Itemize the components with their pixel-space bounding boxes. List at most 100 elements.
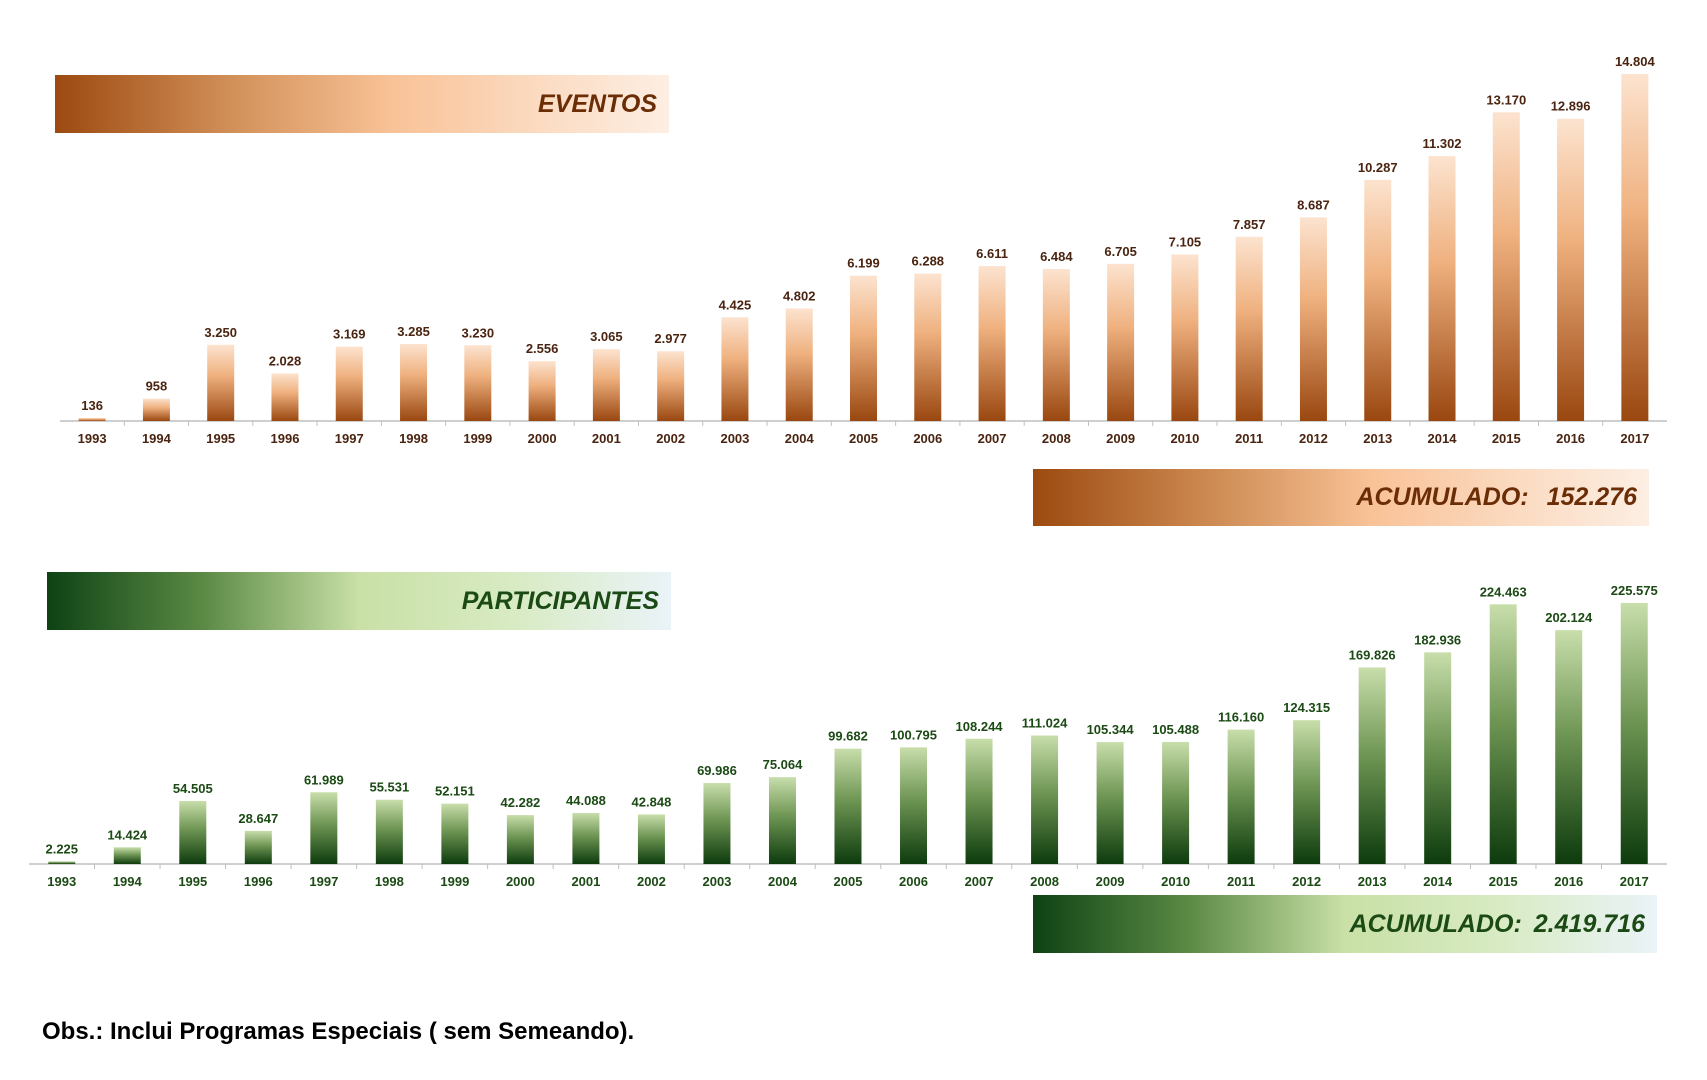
eventos-tick-label-1996: 1996 <box>271 431 300 446</box>
participantes-value-label-2013: 169.826 <box>1349 648 1396 663</box>
eventos-value-label-1999: 3.230 <box>462 325 495 340</box>
eventos-tick-label-2009: 2009 <box>1106 431 1135 446</box>
eventos-value-label-2007: 6.611 <box>976 246 1008 261</box>
participantes-bar-1999 <box>441 803 469 864</box>
eventos-value-label-2013: 10.287 <box>1358 160 1398 175</box>
participantes-tick-label-2003: 2003 <box>702 874 731 889</box>
participantes-bar-2011 <box>1227 729 1255 864</box>
participantes-tick-label-2014: 2014 <box>1423 874 1453 889</box>
eventos-bar-2002 <box>657 351 685 421</box>
eventos-bar-1998 <box>400 344 428 421</box>
eventos-accumulated-value: 152.276 <box>1546 483 1637 511</box>
eventos-value-label-2012: 8.687 <box>1297 197 1330 212</box>
participantes-value-label-2012: 124.315 <box>1283 700 1330 715</box>
participantes-bar-2005 <box>834 748 862 864</box>
participantes-value-label-1997: 61.989 <box>304 772 344 787</box>
participantes-tick-label-1995: 1995 <box>178 874 207 889</box>
participantes-value-label-1998: 55.531 <box>369 780 409 795</box>
eventos-value-label-2009: 6.705 <box>1104 244 1137 259</box>
participantes-bar-2009 <box>1096 742 1124 864</box>
eventos-value-label-2002: 2.977 <box>654 331 687 346</box>
participantes-value-label-2003: 69.986 <box>697 763 737 778</box>
eventos-accumulated-label: ACUMULADO: <box>1356 483 1529 511</box>
eventos-bar-1996 <box>271 373 299 421</box>
eventos-value-label-1997: 3.169 <box>333 327 366 342</box>
participantes-bar-2014 <box>1424 652 1452 864</box>
eventos-value-label-2008: 6.484 <box>1040 249 1073 264</box>
participantes-tick-label-2001: 2001 <box>571 874 600 889</box>
eventos-tick-label-2006: 2006 <box>913 431 942 446</box>
eventos-tick-label-2004: 2004 <box>785 431 815 446</box>
participantes-bar-2008 <box>1031 735 1059 864</box>
participantes-bar-2006 <box>900 747 928 864</box>
eventos-value-label-2001: 3.065 <box>590 329 623 344</box>
eventos-value-label-2010: 7.105 <box>1169 234 1202 249</box>
participantes-value-label-2015: 224.463 <box>1480 584 1527 599</box>
participantes-value-label-1999: 52.151 <box>435 784 475 799</box>
eventos-bar-2001 <box>592 349 620 421</box>
participantes-tick-label-1999: 1999 <box>440 874 469 889</box>
participantes-tick-label-2007: 2007 <box>965 874 994 889</box>
participantes-value-label-2008: 111.024 <box>1022 716 1068 731</box>
eventos-accumulated-banner: ACUMULADO: 152.276 <box>1033 469 1649 526</box>
participantes-title-banner: PARTICIPANTES <box>47 572 671 630</box>
participantes-title: PARTICIPANTES <box>461 586 659 615</box>
participantes-bar-2004 <box>768 777 796 864</box>
participantes-value-label-2006: 100.795 <box>890 727 937 742</box>
participantes-bar-1997 <box>310 792 338 864</box>
participantes-value-label-1994: 14.424 <box>107 827 148 842</box>
eventos-tick-label-2011: 2011 <box>1235 431 1263 446</box>
participantes-bar-2001 <box>572 812 600 864</box>
eventos-tick-label-1999: 1999 <box>463 431 492 446</box>
eventos-tick-label-1993: 1993 <box>78 431 107 446</box>
eventos-bar-chart: 136 958 3.250 2.028 3.169 3.285 3.230 2.556 3.06… <box>60 54 1667 446</box>
participantes-bar-1995 <box>179 800 207 864</box>
participantes-tick-label-2012: 2012 <box>1292 874 1321 889</box>
participantes-value-label-2002: 42.848 <box>632 794 672 809</box>
participantes-tick-label-1998: 1998 <box>375 874 404 889</box>
eventos-tick-label-2008: 2008 <box>1042 431 1071 446</box>
eventos-bar-2004 <box>785 308 813 421</box>
participantes-bar-2003 <box>703 783 731 864</box>
participantes-value-label-2005: 99.682 <box>828 729 868 744</box>
eventos-tick-label-2002: 2002 <box>656 431 685 446</box>
participantes-value-label-2001: 44.088 <box>566 793 606 808</box>
eventos-tick-label-2003: 2003 <box>720 431 749 446</box>
eventos-tick-label-2016: 2016 <box>1556 431 1585 446</box>
eventos-tick-label-2017: 2017 <box>1620 431 1649 446</box>
participantes-tick-label-1996: 1996 <box>244 874 273 889</box>
eventos-tick-label-1995: 1995 <box>206 431 235 446</box>
eventos-bar-2008 <box>1042 269 1070 421</box>
eventos-value-label-2011: 7.857 <box>1233 217 1266 232</box>
participantes-bar-1996 <box>244 830 272 864</box>
participantes-bar-chart: 2.225 14.424 54.505 28.647 61.989 55.531 52.15… <box>29 583 1667 889</box>
eventos-tick-label-2013: 2013 <box>1363 431 1392 446</box>
participantes-bar-1998 <box>375 799 403 864</box>
eventos-bar-2009 <box>1107 263 1135 421</box>
participantes-bar-2010 <box>1162 741 1190 864</box>
participantes-value-label-2011: 116.160 <box>1218 710 1264 725</box>
eventos-bar-2005 <box>850 275 877 421</box>
participantes-tick-label-2002: 2002 <box>637 874 666 889</box>
eventos-value-label-2004: 4.802 <box>783 288 816 303</box>
eventos-tick-label-2005: 2005 <box>849 431 878 446</box>
participantes-accumulated-label: ACUMULADO: <box>1349 909 1522 938</box>
eventos-bar-2015 <box>1492 112 1520 421</box>
eventos-tick-label-2012: 2012 <box>1299 431 1328 446</box>
eventos-value-label-1996: 2.028 <box>269 353 302 368</box>
eventos-bar-2013 <box>1364 179 1392 421</box>
participantes-bar-1993 <box>48 861 76 864</box>
eventos-bar-1997 <box>335 346 363 421</box>
eventos-value-label-2014: 11.302 <box>1422 136 1461 151</box>
participantes-tick-label-1993: 1993 <box>47 874 76 889</box>
eventos-bar-2007 <box>978 266 1006 421</box>
eventos-bar-1999 <box>464 345 492 421</box>
eventos-value-label-2006: 6.288 <box>912 254 945 269</box>
eventos-title-banner: EVENTOS <box>55 75 669 133</box>
footnote: Obs.: Inclui Programas Especiais ( sem S… <box>42 1018 635 1045</box>
participantes-value-label-2004: 75.064 <box>763 757 804 772</box>
eventos-bar-2017 <box>1621 74 1649 421</box>
participantes-value-label-2007: 108.244 <box>956 719 1004 734</box>
eventos-value-label-2017: 14.804 <box>1615 54 1656 69</box>
eventos-value-label-2000: 2.556 <box>526 341 559 356</box>
